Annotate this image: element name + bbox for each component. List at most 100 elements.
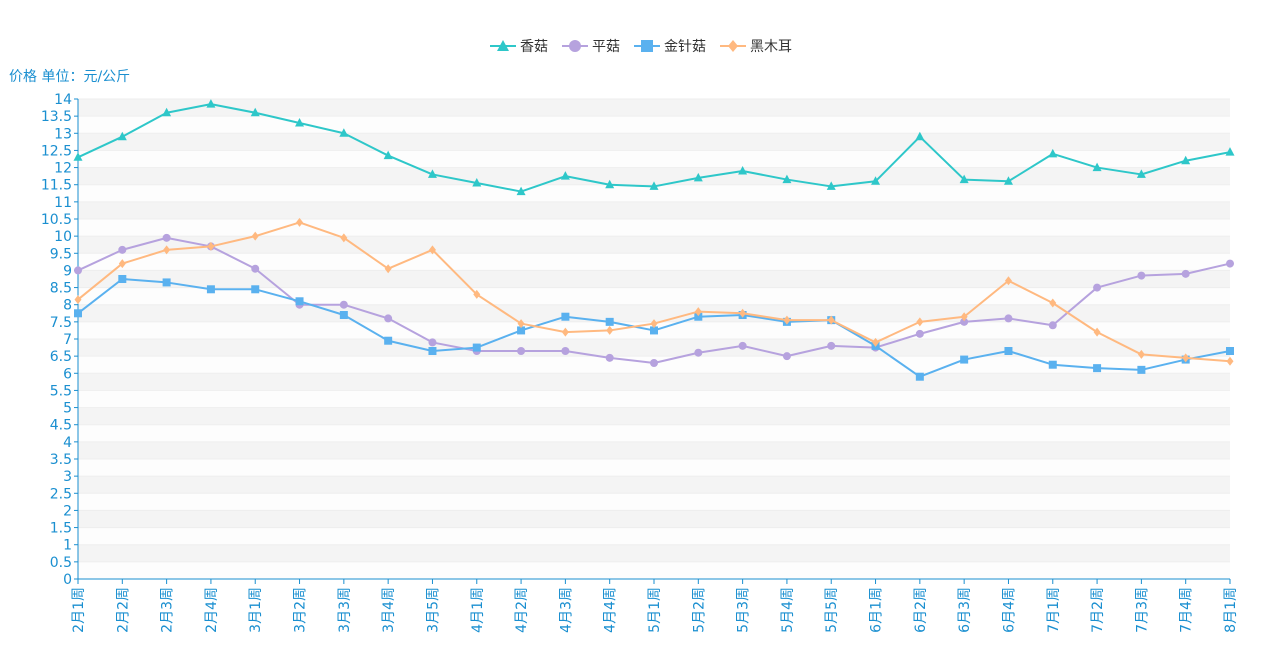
- legend-item-0[interactable]: 香菇: [490, 36, 548, 56]
- x-tick-label: 3月3周: [337, 587, 353, 633]
- x-tick-label: 6月3周: [957, 587, 973, 633]
- data-point-diamond: [1004, 276, 1012, 286]
- grid-band: [78, 510, 1230, 528]
- data-point-square: [1048, 360, 1057, 369]
- data-point-triangle: [117, 131, 127, 141]
- y-tick-label: 3.5: [50, 452, 72, 468]
- x-tick-label: 2月1周: [71, 587, 87, 633]
- data-point-triangle: [782, 174, 792, 184]
- data-point-triangle: [250, 107, 260, 117]
- grid-band: [78, 441, 1230, 459]
- grid-band: [78, 270, 1230, 288]
- y-tick-label: 1.5: [50, 521, 72, 537]
- y-tick-label: 0.5: [50, 555, 72, 571]
- grid-band: [78, 561, 1230, 579]
- y-tick-label: 2.5: [50, 486, 72, 502]
- legend-triangle-icon: [490, 40, 516, 51]
- data-point-square: [605, 317, 614, 326]
- data-point-circle: [915, 329, 924, 338]
- grid-band: [78, 527, 1230, 545]
- data-point-square: [472, 343, 481, 352]
- data-point-circle: [1137, 271, 1146, 280]
- legend-label: 平菇: [592, 39, 620, 55]
- y-tick-label: 7.5: [50, 315, 72, 331]
- data-point-diamond: [827, 315, 835, 325]
- data-point-diamond: [694, 307, 702, 317]
- x-tick-label: 3月5周: [425, 587, 441, 633]
- data-point-triangle: [206, 99, 216, 108]
- data-point-circle: [1226, 259, 1234, 268]
- y-tick-label: 6: [63, 366, 72, 382]
- grid-band: [78, 407, 1230, 425]
- data-point-circle: [118, 245, 127, 254]
- y-tick-label: 7: [63, 332, 72, 348]
- legend-item-1[interactable]: 平菇: [562, 36, 620, 56]
- y-tick-label: 13: [54, 126, 72, 142]
- y-tick-label: 10: [54, 229, 72, 245]
- legend-diamond-icon: [720, 40, 746, 52]
- data-point-circle: [960, 317, 969, 326]
- x-tick-label: 4月2周: [514, 587, 530, 633]
- y-tick-label: 11.5: [41, 178, 72, 194]
- y-tick-label: 9.5: [50, 246, 72, 262]
- x-tick-label: 8月1周: [1223, 587, 1239, 633]
- data-point-circle: [1048, 321, 1057, 330]
- data-point-diamond: [650, 319, 658, 329]
- y-tick-label: 8.5: [50, 281, 72, 297]
- x-tick-label: 3月2周: [293, 587, 309, 633]
- data-point-triangle: [1048, 148, 1058, 158]
- x-tick-label: 7月3周: [1134, 587, 1150, 633]
- data-point-triangle: [1003, 176, 1013, 185]
- x-tick-label: 6月4周: [1001, 587, 1017, 633]
- data-point-circle: [782, 352, 791, 361]
- data-point-diamond: [739, 308, 747, 318]
- data-point-circle: [1181, 269, 1190, 278]
- series-3: [74, 217, 1234, 366]
- data-point-triangle: [1092, 162, 1102, 172]
- data-point-circle: [517, 347, 526, 355]
- data-point-square: [384, 336, 393, 345]
- data-point-square: [118, 275, 127, 283]
- y-tick-label: 4: [63, 435, 72, 451]
- x-tick-label: 5月2周: [691, 587, 707, 633]
- data-point-circle: [384, 314, 393, 323]
- grid-band: [78, 544, 1230, 562]
- grid-band: [78, 424, 1230, 442]
- data-point-triangle: [649, 181, 659, 190]
- data-point-circle: [694, 348, 703, 357]
- grid-band: [78, 476, 1230, 494]
- legend-item-2[interactable]: 金针菇: [634, 36, 706, 56]
- grid-band: [78, 304, 1230, 322]
- data-point-square: [1004, 347, 1013, 355]
- data-point-triangle: [826, 181, 836, 190]
- y-tick-label: 6.5: [50, 349, 72, 365]
- data-point-triangle: [427, 169, 437, 178]
- data-point-square: [162, 278, 171, 287]
- y-tick-label: 5.5: [50, 383, 72, 399]
- y-axis-unit-label: 价格 单位：元/公斤: [9, 69, 131, 85]
- x-tick-label: 7月1周: [1046, 587, 1062, 633]
- data-point-square: [561, 312, 570, 321]
- grid-band: [78, 201, 1230, 219]
- legend-item-3[interactable]: 黑木耳: [720, 36, 792, 56]
- data-point-triangle: [339, 128, 349, 137]
- data-point-diamond: [1226, 356, 1234, 366]
- grid-band: [78, 116, 1230, 134]
- data-point-circle: [1004, 314, 1013, 323]
- x-tick-label: 2月4周: [204, 587, 220, 633]
- x-tick-label: 4月3周: [558, 587, 574, 633]
- data-point-square: [295, 297, 304, 306]
- data-point-triangle: [472, 178, 482, 187]
- data-point-circle: [650, 359, 658, 367]
- data-point-circle: [251, 264, 260, 273]
- data-point-square: [74, 309, 82, 318]
- grid-band: [78, 219, 1230, 237]
- x-tick-label: 6月1周: [869, 587, 885, 633]
- data-point-diamond: [517, 319, 525, 329]
- data-point-circle: [738, 341, 747, 350]
- data-point-diamond: [783, 315, 791, 325]
- data-point-diamond: [384, 264, 392, 274]
- data-point-triangle: [383, 150, 393, 160]
- y-tick-label: 8: [63, 298, 72, 314]
